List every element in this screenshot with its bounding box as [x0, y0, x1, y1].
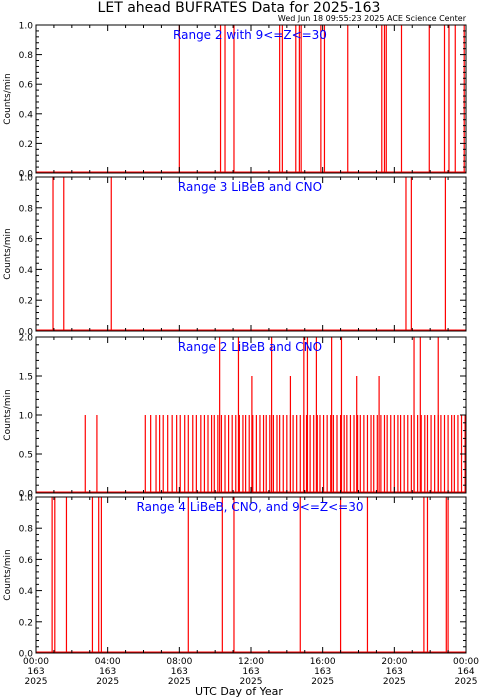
x-tick-label-line: 2025 [383, 677, 406, 687]
panel-frame [35, 336, 467, 494]
y-tick-label: 1.5 [19, 373, 33, 383]
x-tick-label-line: 2025 [311, 677, 334, 687]
panel-frame [35, 496, 467, 654]
y-tick-label: 0.6 [19, 556, 34, 566]
y-tick-label: 0.6 [19, 81, 34, 91]
y-axis-label: Counts/min [3, 73, 13, 124]
x-tick-label-line: 00:00 [23, 657, 49, 667]
x-tick-label-line: 12:00 [238, 657, 264, 667]
y-tick-label: 0.0 [19, 650, 34, 660]
x-tick-label-line: 163 [314, 667, 331, 677]
y-axis-label: Counts/min [3, 549, 13, 600]
panel-title: Range 4 LiBeB, CNO, and 9<=Z<=30 [137, 500, 364, 514]
y-tick-label: 0.4 [19, 110, 34, 120]
y-tick-label: 1.0 [19, 174, 34, 184]
y-tick-label: 0.2 [19, 140, 33, 150]
y-axis-label: Counts/min [3, 389, 13, 440]
panel-title: Range 2 LiBeB and CNO [178, 340, 322, 354]
y-tick-label: 0.4 [19, 266, 34, 276]
panel-2: 0.0 0.2 0.4 0.6 0.8 1.0 Counts/min Range 3 LiBe… [3, 174, 467, 338]
x-tick-label-line: 163 [99, 667, 116, 677]
timestamp-label: Wed Jun 18 09:55:23 2025 ACE Science Cen… [278, 14, 467, 23]
y-tick-label: 0.0 [19, 328, 34, 338]
y-tick-label: 0.4 [19, 587, 34, 597]
x-tick-label-line: 163 [27, 667, 44, 677]
x-tick-label-line: 2025 [240, 677, 263, 687]
x-tick-label-line: 16:00 [310, 657, 336, 667]
y-tick-label: 0.8 [19, 525, 34, 535]
panel-title: Range 3 LiBeB and CNO [178, 180, 322, 194]
y-tick-label: 0.0 [19, 170, 34, 180]
y-tick-label: 2.0 [19, 334, 34, 344]
x-axis: 00:00163202504:00163202508:00163202512:0… [23, 657, 479, 687]
y-tick-label: 1.0 [19, 412, 34, 422]
y-tick-label: 0.6 [19, 235, 34, 245]
panel-title: Range 2 with 9<=Z<=30 [173, 28, 327, 42]
y-tick-label: 0.2 [19, 297, 33, 307]
y-tick-label: 0.2 [19, 618, 33, 628]
y-tick-label: 1.0 [19, 494, 34, 504]
x-tick-label-line: 2025 [168, 677, 191, 687]
y-tick-label: 0.8 [19, 51, 34, 61]
y-axis-label: Counts/min [3, 228, 13, 279]
x-tick-label-line: 163 [386, 667, 403, 677]
panel-4: 0.0 0.2 0.4 0.6 0.8 1.0 Counts/min Range 4 LiBe… [3, 494, 467, 660]
x-tick-label-line: 00:00 [453, 657, 479, 667]
panel-frame [35, 176, 467, 332]
y-tick-label: 0.8 [19, 204, 34, 214]
x-axis-label: UTC Day of Year [195, 685, 283, 698]
x-tick-label-line: 164 [457, 667, 474, 677]
y-tick-label: 0.5 [19, 451, 33, 461]
chart-title: LET ahead BUFRATES Data for 2025-163 [98, 0, 381, 16]
panel-1: 0.0 0.2 0.4 0.6 0.8 1.0 Counts/min Range 2 with… [3, 22, 467, 180]
panel-3: 0.0 0.5 1.0 1.5 2.0 Counts/min Range 2 LiBeB a… [3, 334, 467, 500]
y-tick-label: 0.0 [19, 490, 34, 500]
x-tick-label-line: 163 [242, 667, 259, 677]
x-tick-label-line: 04:00 [95, 657, 121, 667]
x-tick-label-line: 2025 [96, 677, 119, 687]
x-tick-label-line: 2025 [25, 677, 48, 687]
x-tick-label-line: 08:00 [166, 657, 192, 667]
x-tick-label-line: 20:00 [381, 657, 407, 667]
x-tick-label-line: 163 [171, 667, 188, 677]
x-tick-label-line: 2025 [455, 677, 478, 687]
y-tick-label: 1.0 [19, 22, 34, 32]
panels: 0.0 0.2 0.4 0.6 0.8 1.0 Counts/min Range 2 with… [3, 22, 467, 660]
